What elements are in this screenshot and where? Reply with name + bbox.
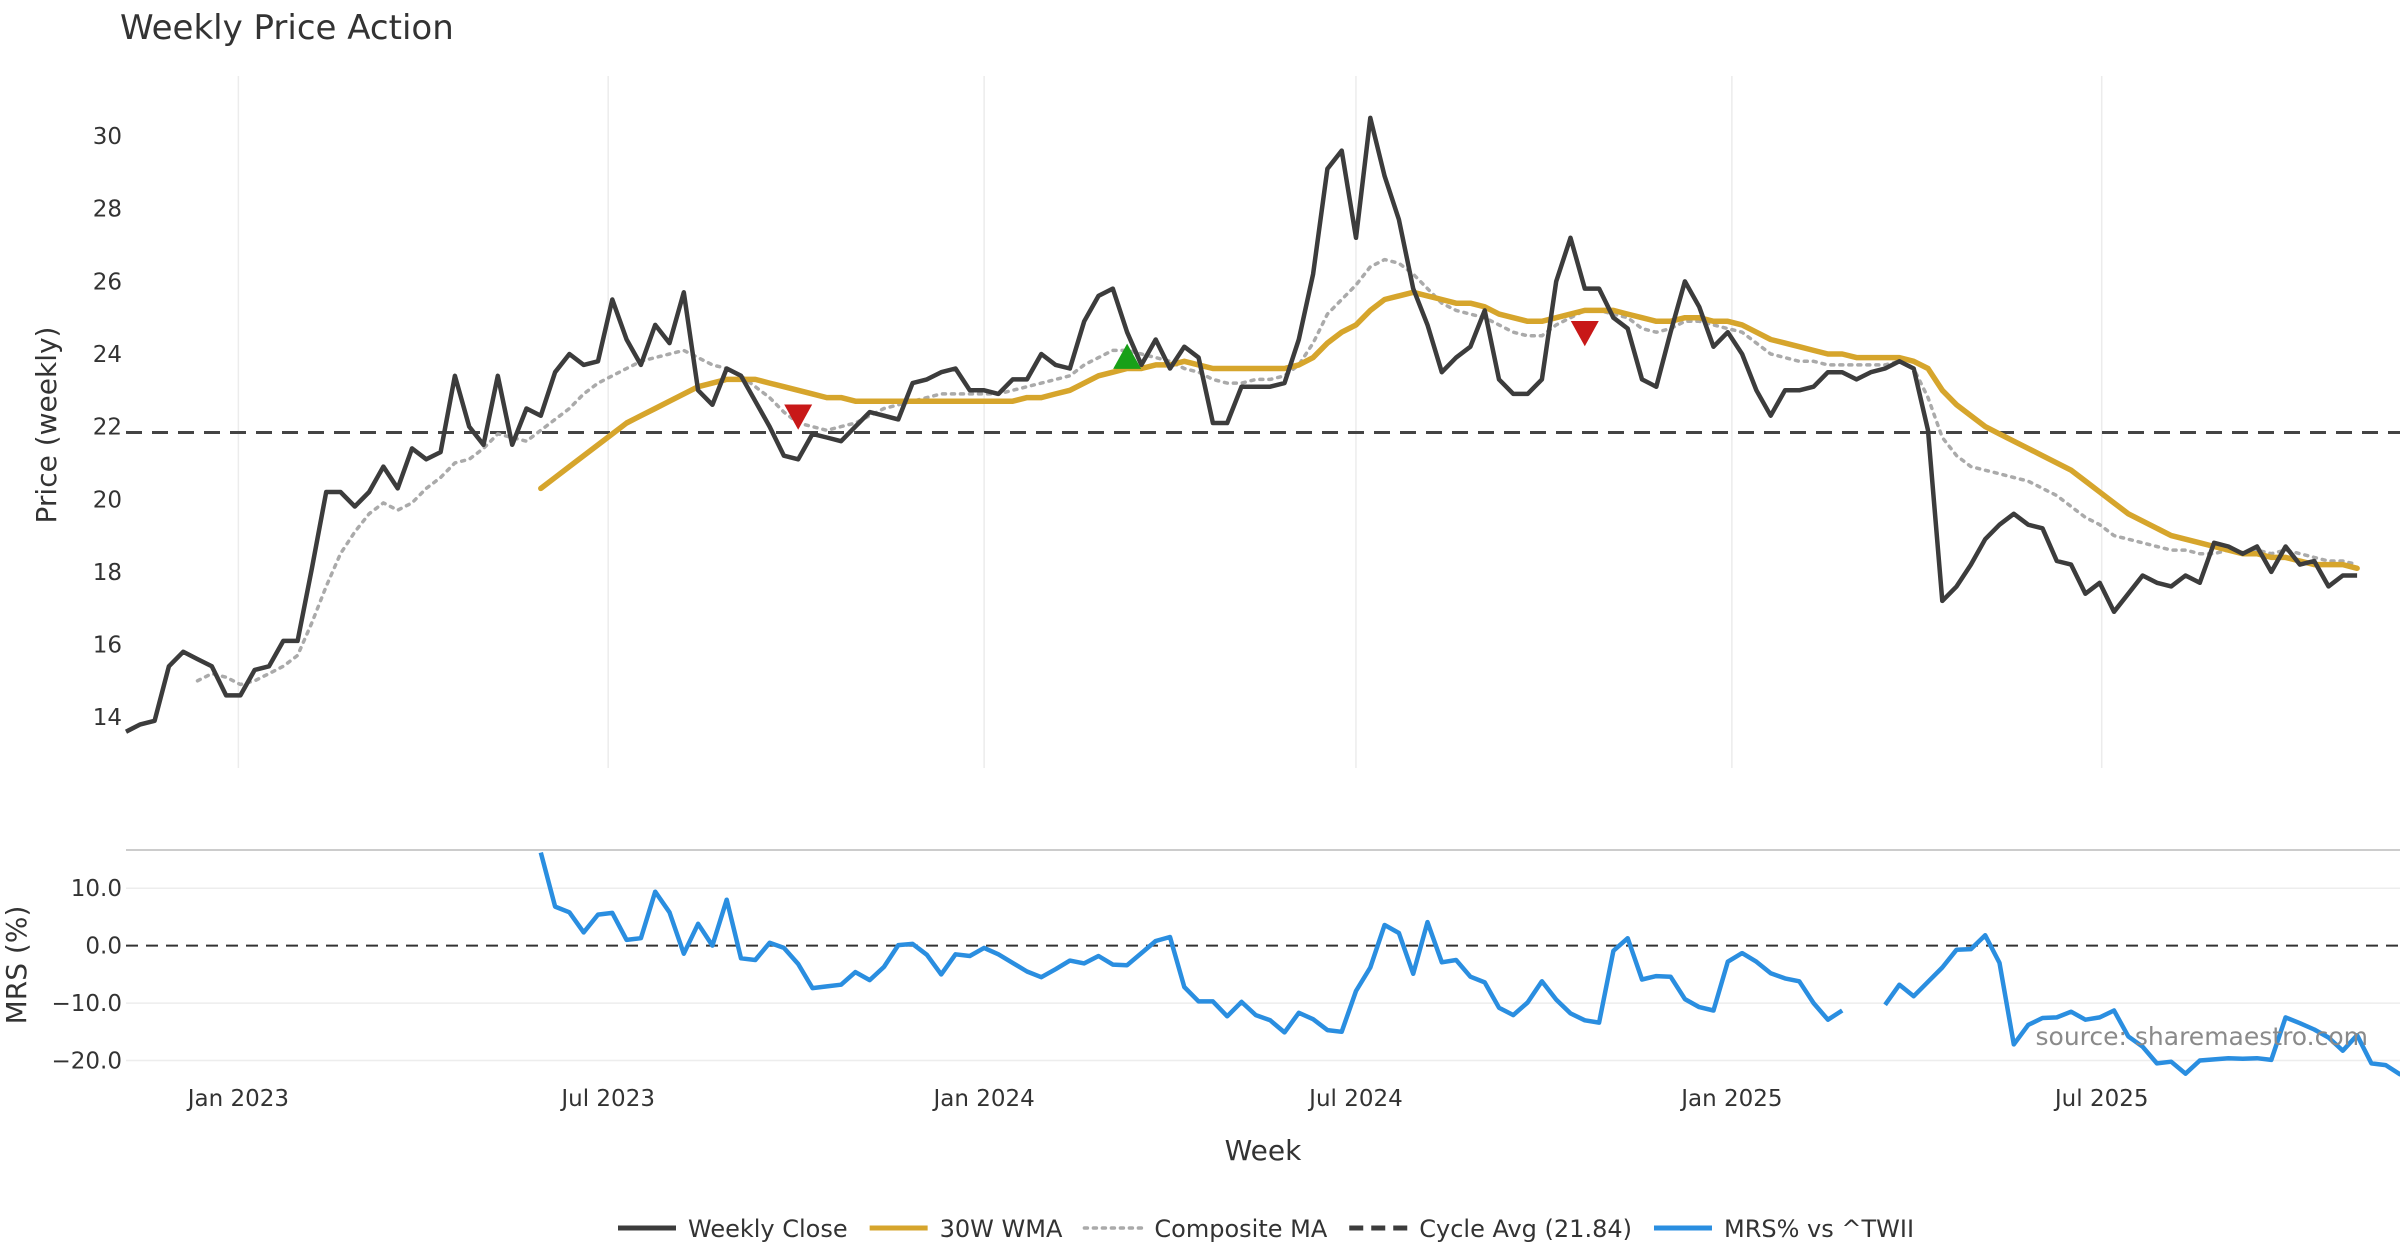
legend-label-weekly_close: Weekly Close [688, 1215, 848, 1243]
price-axis-title: Price (weekly) [30, 327, 63, 524]
grid-layer [126, 76, 2400, 1062]
legend-item-mrs: MRS% vs ^TWII [1653, 1215, 1914, 1243]
sell-signal-marker-2 [1570, 321, 1599, 347]
legend-label-wma_30: 30W WMA [940, 1215, 1063, 1243]
x-tick-label-4: Jan 2025 [1679, 1086, 1782, 1112]
price-y-tick-label-1: 16 [93, 633, 122, 659]
mrs-axis-title: MRS (%) [0, 906, 33, 1025]
mrs-y-tick-label-0: 10.0 [71, 876, 122, 902]
x-tick-label-2: Jan 2024 [931, 1086, 1034, 1112]
legend-item-wma_30: 30W WMA [869, 1215, 1063, 1243]
axis-layer: Jan 2023 Jul 2023 Jan 2024 Jul 2024 Jan 2025… [52, 124, 2149, 1112]
composite-ma-line [195, 257, 2359, 687]
legend-label-cycle_avg: Cycle Avg (21.84) [1419, 1215, 1632, 1243]
price-y-tick-label-7: 28 [93, 197, 122, 223]
price-y-tick-label-5: 24 [93, 342, 122, 368]
x-tick-label-5: Jul 2025 [2053, 1086, 2149, 1112]
chart-title: Weekly Price Action [120, 8, 454, 48]
wma-30-line [538, 289, 2360, 572]
mrs-y-tick-label-2: −10.0 [52, 991, 122, 1017]
mrs-y-tick-label-3: −20.0 [52, 1049, 122, 1075]
legend-item-composite_ma: Composite MA [1082, 1215, 1328, 1243]
marker-layer [784, 321, 1599, 430]
mrs-y-tick-label-1: 0.0 [85, 934, 122, 960]
price-y-tick-label-2: 18 [93, 560, 122, 586]
legend-label-mrs: MRS% vs ^TWII [1724, 1215, 1914, 1243]
sell-signal-marker-0 [784, 404, 813, 430]
x-axis-title: Week [1225, 1134, 1302, 1167]
x-tick-label-0: Jan 2023 [186, 1086, 289, 1112]
legend-item-cycle_avg: Cycle Avg (21.84) [1349, 1215, 1632, 1243]
legend: Weekly Close 30W WMA Composite MA Cycle Avg… [618, 1215, 1914, 1243]
price-y-tick-label-3: 20 [93, 487, 122, 513]
mrs-line [538, 852, 2400, 1077]
price-y-tick-label-4: 22 [93, 415, 122, 441]
x-tick-label-3: Jul 2024 [1307, 1086, 1403, 1112]
series-layer [124, 115, 2400, 1077]
source-label: source: sharemaestro.com [2036, 1022, 2369, 1051]
price-y-tick-label-6: 26 [93, 269, 122, 295]
price-y-tick-label-0: 14 [93, 705, 122, 731]
legend-item-weekly_close: Weekly Close [618, 1215, 848, 1243]
x-tick-label-1: Jul 2023 [559, 1086, 655, 1112]
buy-signal-marker-1 [1113, 343, 1142, 369]
weekly-close-line [124, 115, 2358, 734]
legend-label-composite_ma: Composite MA [1154, 1215, 1327, 1243]
price-y-tick-label-8: 30 [93, 124, 122, 150]
